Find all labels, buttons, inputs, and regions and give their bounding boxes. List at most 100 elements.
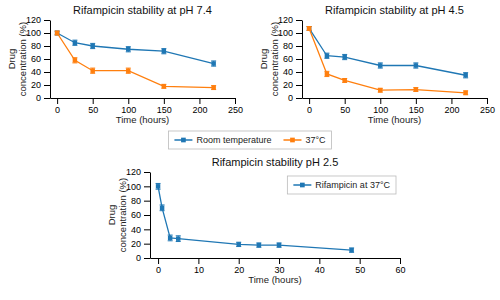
x-tick-mark bbox=[128, 98, 129, 104]
error-bar bbox=[324, 53, 329, 58]
y-axis-title-line: Drug bbox=[6, 49, 17, 70]
x-tick-label: 200 bbox=[192, 105, 207, 115]
data-point bbox=[211, 61, 215, 65]
data-point bbox=[277, 243, 281, 247]
x-tick: 150 bbox=[409, 98, 424, 115]
y-tick: 80 bbox=[31, 41, 50, 51]
x-tick-mark bbox=[309, 98, 310, 104]
error-bar bbox=[126, 47, 131, 52]
x-tick-mark bbox=[487, 98, 488, 104]
y-tick: 120 bbox=[126, 167, 150, 177]
y-tick-mark bbox=[44, 33, 50, 34]
y-tick-mark bbox=[296, 85, 302, 86]
x-tick-mark bbox=[416, 98, 417, 104]
y-axis: 020406080100120 bbox=[126, 167, 151, 263]
x-axis: 0102030405060 bbox=[151, 258, 406, 275]
y-tick: 40 bbox=[31, 67, 50, 77]
y-tick-mark bbox=[144, 215, 150, 216]
error-bar bbox=[161, 84, 166, 88]
series-line bbox=[57, 33, 214, 88]
y-tick-mark bbox=[44, 98, 50, 99]
y-tick: 120 bbox=[26, 15, 50, 25]
data-point bbox=[55, 31, 59, 35]
data-point bbox=[168, 236, 172, 240]
x-tick-mark bbox=[345, 98, 346, 104]
y-axis: 020406080100120 bbox=[278, 15, 303, 103]
legend: Room temperature 37°C bbox=[168, 131, 331, 149]
error-bar bbox=[307, 27, 312, 31]
y-axis-title: Drugconcentration (%) bbox=[6, 22, 28, 96]
x-tick-mark bbox=[400, 258, 401, 264]
x-tick-label: 50 bbox=[88, 105, 98, 115]
x-axis-title: Time (hours) bbox=[248, 274, 302, 285]
y-tick-mark bbox=[144, 186, 150, 187]
y-tick-label: 80 bbox=[131, 196, 141, 206]
series-line bbox=[158, 186, 352, 250]
y-tick-label: 100 bbox=[26, 28, 41, 38]
legend-item: 37°C bbox=[283, 135, 326, 145]
y-tick: 60 bbox=[31, 54, 50, 64]
y-tick-mark bbox=[144, 229, 150, 230]
chart-canvas: 050100150200250020406080100120Rifampicin… bbox=[0, 0, 500, 300]
data-point bbox=[325, 54, 329, 58]
y-tick-label: 80 bbox=[283, 41, 293, 51]
y-tick: 100 bbox=[26, 28, 50, 38]
error-bar bbox=[90, 68, 95, 73]
y-tick: 20 bbox=[31, 80, 50, 90]
subplot: 050100150200250020406080100120Rifampicin… bbox=[6, 4, 243, 125]
y-tick-mark bbox=[144, 201, 150, 202]
x-axis-line bbox=[151, 258, 401, 259]
plot-area bbox=[55, 31, 217, 90]
y-tick: 0 bbox=[288, 93, 302, 103]
x-tick: 50 bbox=[355, 258, 365, 275]
series bbox=[156, 183, 355, 252]
y-axis-title-line: concentration (%) bbox=[269, 22, 280, 96]
y-tick: 60 bbox=[131, 210, 150, 220]
x-tick-label: 250 bbox=[480, 105, 495, 115]
x-tick: 100 bbox=[373, 98, 388, 115]
data-point bbox=[378, 88, 382, 92]
x-axis-line bbox=[303, 98, 488, 99]
y-tick-label: 120 bbox=[26, 15, 41, 25]
x-tick-label: 50 bbox=[355, 265, 365, 275]
x-axis: 050100150200250 bbox=[303, 98, 496, 115]
y-tick: 40 bbox=[131, 225, 150, 235]
error-bar bbox=[256, 243, 261, 247]
error-bar bbox=[72, 58, 77, 63]
error-bar bbox=[463, 91, 468, 95]
data-point bbox=[236, 242, 240, 246]
data-point bbox=[342, 55, 346, 59]
x-tick-mark bbox=[451, 98, 452, 104]
y-tick-label: 0 bbox=[136, 253, 141, 263]
x-tick-mark bbox=[380, 98, 381, 104]
x-tick-mark bbox=[239, 258, 240, 264]
data-point bbox=[414, 87, 418, 91]
x-tick-label: 0 bbox=[156, 265, 161, 275]
x-tick-mark bbox=[158, 258, 159, 264]
error-bar bbox=[72, 40, 77, 45]
x-tick-mark bbox=[199, 98, 200, 104]
y-tick-label: 60 bbox=[131, 210, 141, 220]
chart-title: Rifampicin stability pH 2.5 bbox=[212, 156, 339, 168]
y-tick: 60 bbox=[283, 54, 302, 64]
x-tick-label: 10 bbox=[194, 265, 204, 275]
y-tick-label: 40 bbox=[31, 67, 41, 77]
legend-label: Room temperature bbox=[196, 135, 271, 145]
x-tick-label: 20 bbox=[234, 265, 244, 275]
x-tick: 50 bbox=[340, 98, 350, 115]
data-point bbox=[90, 68, 94, 72]
y-tick-label: 100 bbox=[278, 28, 293, 38]
data-point bbox=[90, 44, 94, 48]
y-tick-mark bbox=[296, 46, 302, 47]
y-tick-mark bbox=[296, 33, 302, 34]
x-tick-label: 0 bbox=[55, 105, 60, 115]
error-bar bbox=[55, 31, 60, 35]
x-tick: 250 bbox=[480, 98, 495, 115]
x-tick: 150 bbox=[157, 98, 172, 115]
data-point bbox=[378, 63, 382, 67]
y-tick: 100 bbox=[278, 28, 302, 38]
plot-marks bbox=[156, 183, 355, 252]
y-tick: 0 bbox=[136, 253, 150, 263]
x-axis-title: Time (hours) bbox=[368, 114, 422, 125]
data-point bbox=[257, 243, 261, 247]
